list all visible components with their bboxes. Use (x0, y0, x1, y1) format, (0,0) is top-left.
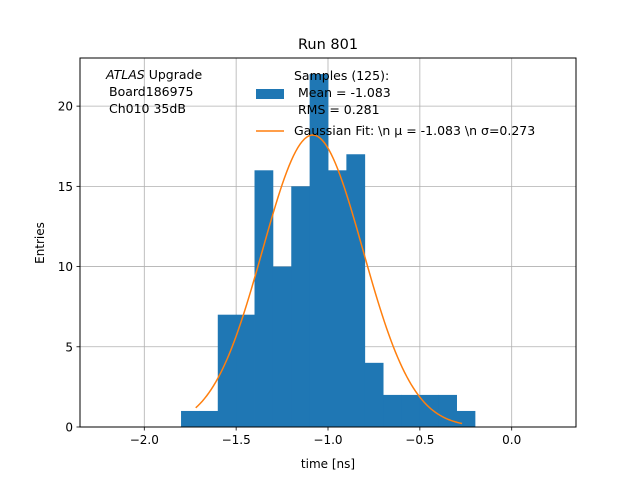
histogram-bar (254, 170, 274, 427)
annotation-atlas: ATLAS (105, 67, 145, 82)
y-tick-label: 15 (58, 180, 73, 194)
legend: Samples (125): Mean = -1.083 RMS = 0.281… (256, 68, 535, 138)
x-tick-label: −1.0 (313, 433, 342, 447)
histogram-bar (346, 154, 366, 427)
histogram-bar (291, 186, 311, 427)
atlas-annotation: ATLAS Upgrade Board186975 Ch010 35dB (105, 67, 202, 116)
annotation-line-1: ATLAS Upgrade (105, 67, 202, 82)
annotation-upgrade: Upgrade (145, 67, 203, 82)
gaussian-fit-layer (195, 134, 463, 425)
histogram-bar (181, 410, 200, 427)
x-tick-label: −2.0 (130, 433, 159, 447)
histogram-bar (272, 266, 292, 427)
histogram-bar (199, 410, 219, 427)
histogram-bar (383, 394, 402, 427)
legend-histogram-line-2: Mean = -1.083 (294, 85, 391, 100)
histogram-bars (181, 74, 476, 427)
x-axis-ticks: −2.0 −1.5 −1.0 −0.5 0.0 (130, 427, 521, 447)
y-axis-ticks: 0 5 10 15 20 (58, 100, 80, 435)
histogram-bar (456, 410, 476, 427)
x-axis-label: time [ns] (301, 457, 355, 471)
x-tick-label: −1.5 (222, 433, 251, 447)
chart-title: Run 801 (298, 37, 358, 53)
y-tick-label: 0 (65, 421, 73, 435)
y-tick-label: 20 (58, 100, 73, 114)
histogram-bar (401, 394, 421, 427)
histogram-bar (217, 314, 237, 427)
legend-histogram-swatch (256, 89, 284, 99)
gaussian-fit-curve (195, 134, 463, 425)
histogram-bar (236, 314, 255, 427)
annotation-board: Board186975 (109, 84, 193, 99)
x-tick-label: 0.0 (502, 433, 521, 447)
y-axis-label: Entries (33, 222, 47, 264)
legend-histogram-line-1: Samples (125): (294, 68, 389, 83)
annotation-channel: Ch010 35dB (109, 101, 186, 116)
legend-fit-label: Gaussian Fit: \n μ = -1.083 \n σ=0.273 (294, 123, 535, 138)
histogram-bar (328, 170, 347, 427)
y-tick-label: 10 (58, 260, 73, 274)
histogram-bar (309, 74, 329, 427)
x-tick-label: −0.5 (405, 433, 434, 447)
histogram-bar (438, 394, 457, 427)
legend-histogram-line-3: RMS = 0.281 (294, 102, 380, 117)
histogram-bar (364, 362, 384, 427)
y-tick-label: 5 (65, 340, 73, 354)
